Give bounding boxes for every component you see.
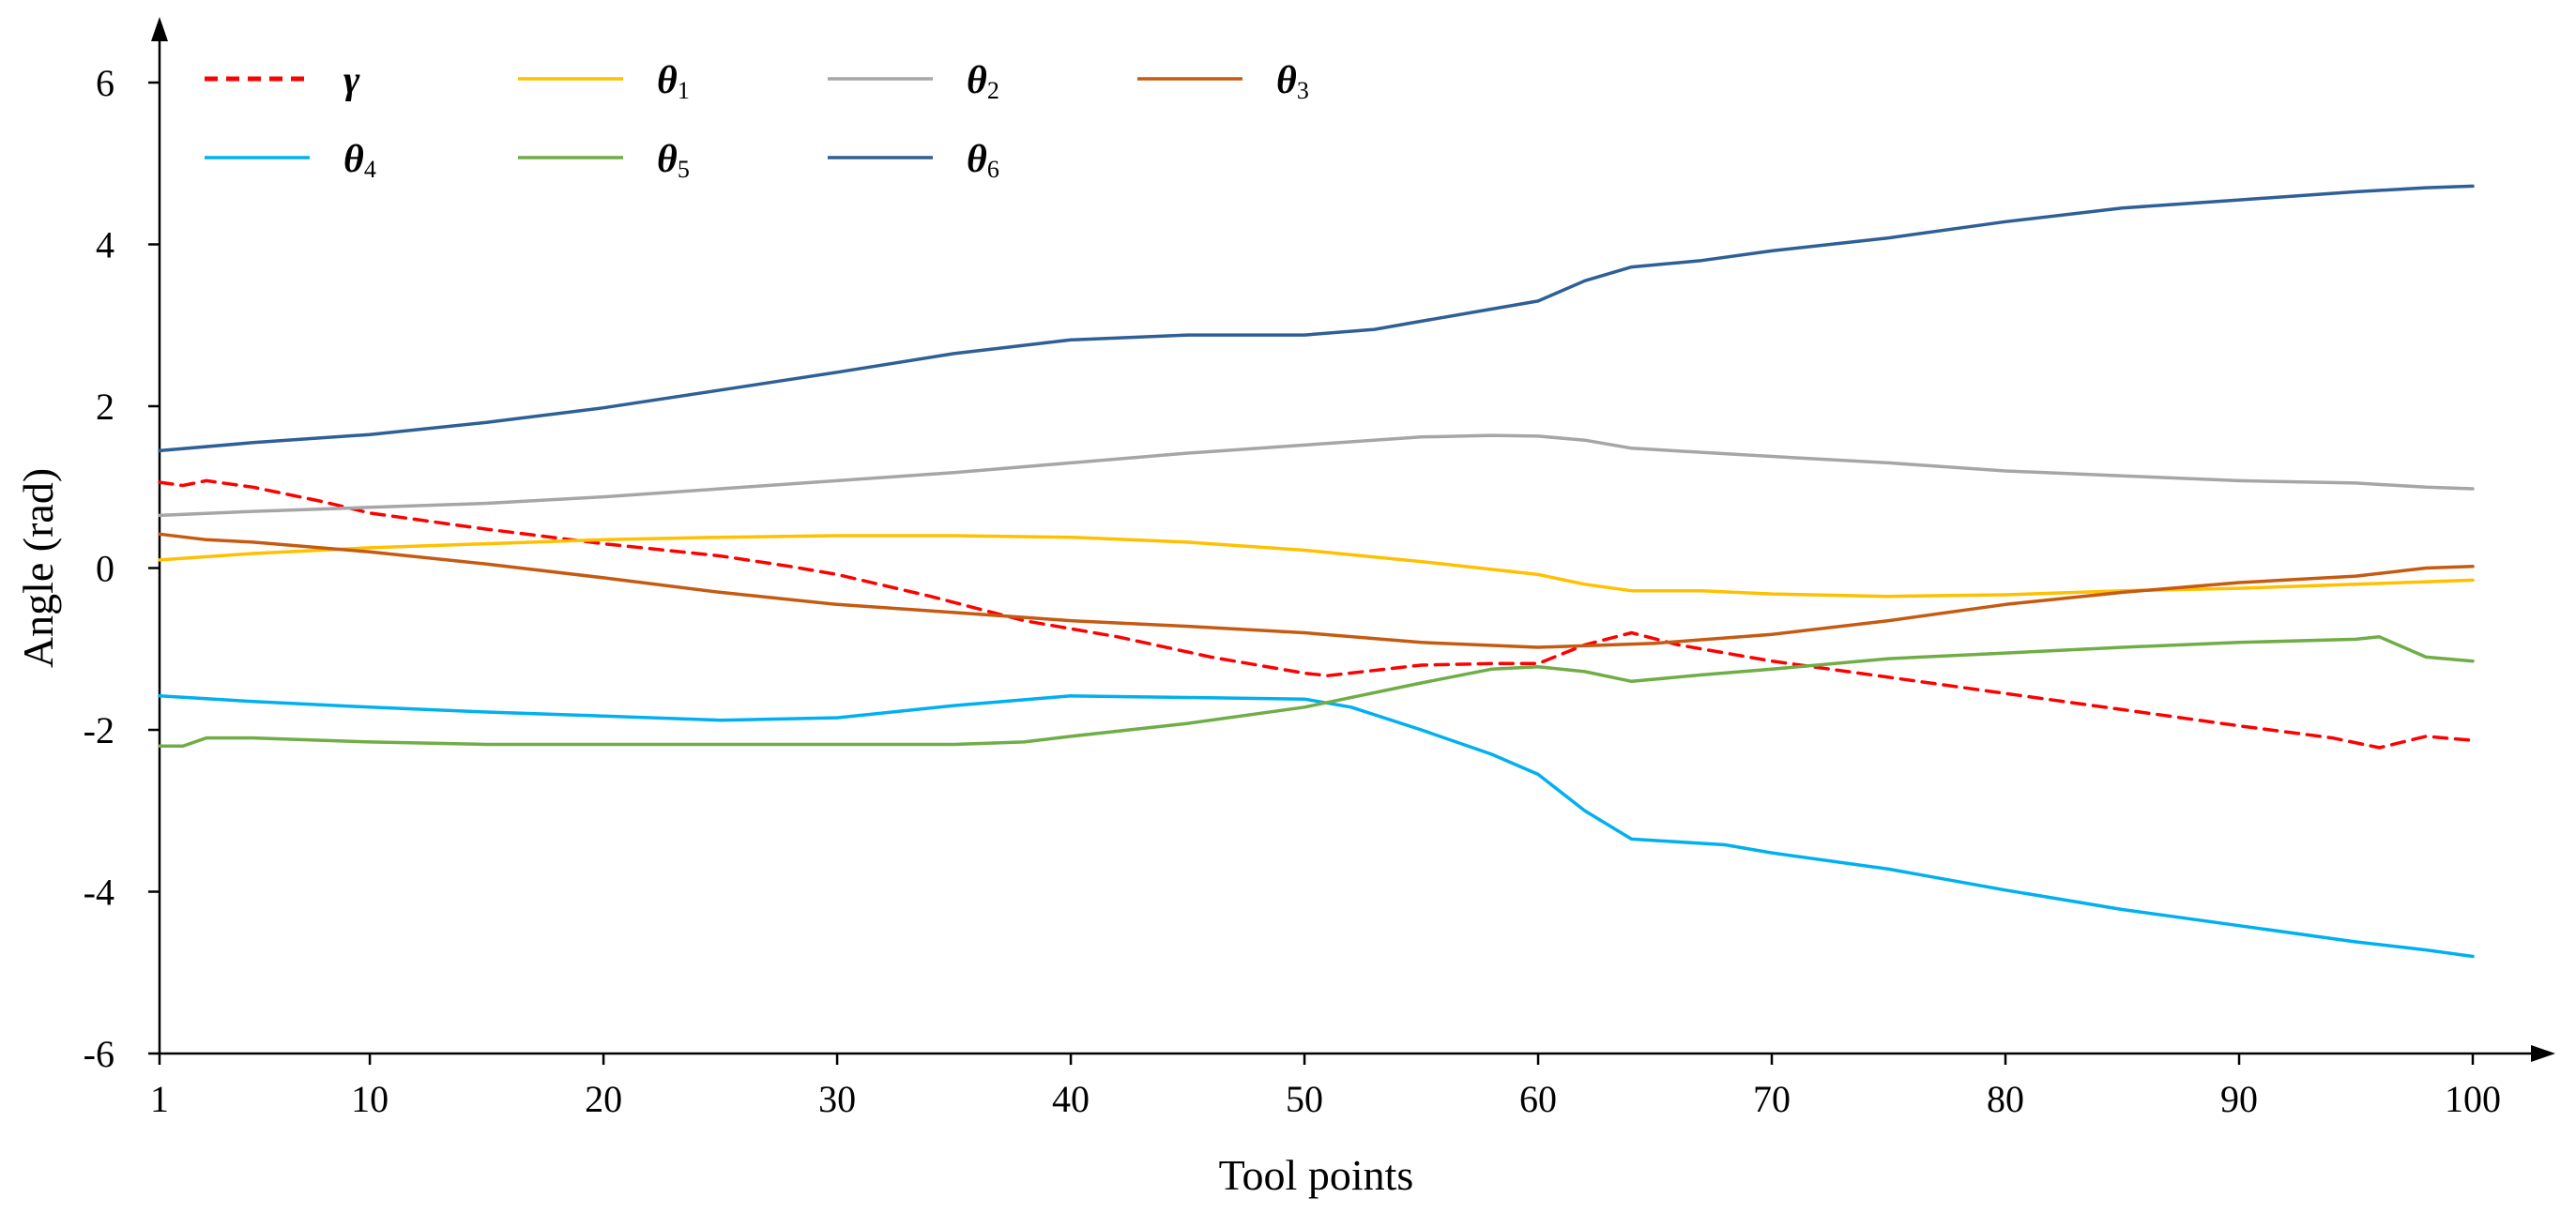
legend-subscript: 2 (987, 77, 999, 104)
series-line-theta3 (158, 532, 2475, 649)
legend-symbol: θ (967, 138, 987, 181)
legend-label: θ1 (657, 59, 690, 104)
y-tick-label: 0 (96, 548, 114, 590)
legend-subscript: 4 (364, 156, 376, 183)
legend-subscript: 6 (987, 156, 999, 183)
series-line-theta4 (158, 694, 2475, 959)
legend-symbol: θ (967, 59, 987, 102)
x-tick-label: 100 (2445, 1078, 2501, 1120)
x-tick-label: 10 (351, 1078, 389, 1120)
legend-symbol: θ (657, 138, 678, 181)
x-tick-label: 50 (1286, 1078, 1323, 1120)
legend-label: θ4 (343, 138, 376, 183)
legend-label: γ (343, 59, 360, 102)
x-ticks: 1 10 20 30 40 50 60 70 80 90 100 (150, 1054, 2501, 1120)
series-line-theta2 (158, 433, 2475, 518)
x-tick-label: 30 (818, 1078, 856, 1120)
legend-label: θ2 (967, 59, 999, 104)
x-tick-label: 80 (1987, 1078, 2024, 1120)
legend-symbol: θ (1276, 59, 1297, 102)
y-tick-label: -2 (84, 709, 114, 751)
x-tick-label: 70 (1753, 1078, 1791, 1120)
series-lines (158, 184, 2475, 959)
series-line-theta5 (158, 635, 2475, 749)
series-line-theta6 (158, 184, 2475, 453)
series-line-gamma (158, 478, 2475, 750)
axes (151, 17, 2555, 1062)
y-tick-label: -4 (84, 872, 114, 914)
x-tick-label: 60 (1519, 1078, 1557, 1120)
series-line-theta1 (158, 534, 2475, 599)
legend-label: θ6 (967, 138, 999, 183)
y-axis-title: Angle (rad) (14, 468, 62, 668)
x-tick-label: 90 (2220, 1078, 2258, 1120)
legend-symbol: θ (657, 59, 678, 102)
y-ticks: 6 4 2 0 -2 -4 -6 (84, 62, 160, 1075)
legend-subscript: 1 (678, 77, 690, 104)
y-tick-label: -6 (84, 1033, 114, 1075)
x-tick-label: 40 (1052, 1078, 1090, 1120)
x-tick-label: 1 (150, 1078, 169, 1120)
legend-subscript: 5 (678, 156, 690, 183)
legend-symbol: γ (343, 59, 360, 102)
legend-label: θ5 (657, 138, 690, 183)
y-axis-arrow-icon (151, 17, 168, 41)
y-tick-label: 2 (96, 386, 114, 428)
legend-label: θ3 (1276, 59, 1309, 104)
y-tick-label: 4 (96, 224, 114, 266)
x-axis-title: Tool points (1219, 1151, 1414, 1199)
y-tick-label: 6 (96, 62, 114, 104)
legend-subscript: 3 (1297, 77, 1309, 104)
legend-symbol: θ (343, 138, 364, 181)
x-tick-label: 20 (585, 1078, 622, 1120)
x-axis-arrow-icon (2531, 1045, 2555, 1062)
